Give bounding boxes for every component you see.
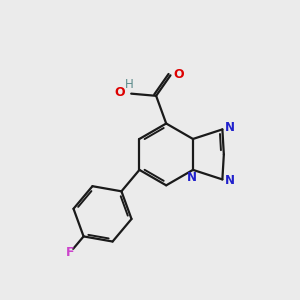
- Text: N: N: [225, 122, 235, 134]
- Text: O: O: [173, 68, 184, 81]
- Text: O: O: [114, 86, 125, 99]
- Text: F: F: [65, 246, 74, 260]
- Text: H: H: [124, 78, 133, 91]
- Text: N: N: [187, 171, 196, 184]
- Text: N: N: [225, 174, 235, 188]
